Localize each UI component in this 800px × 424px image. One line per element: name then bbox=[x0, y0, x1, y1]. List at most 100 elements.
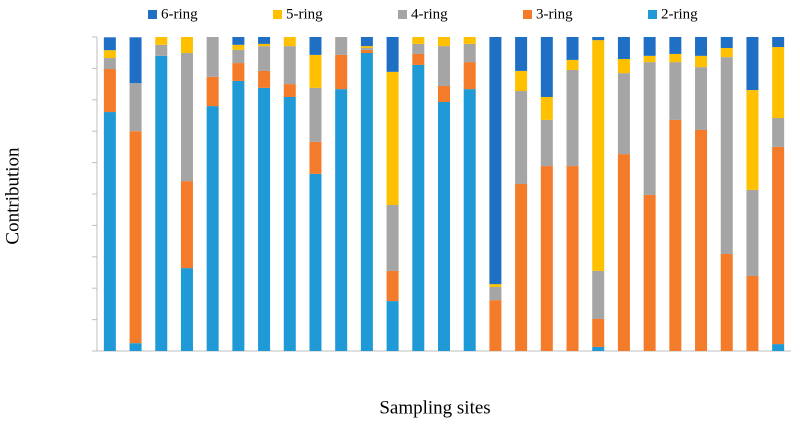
bar-segment bbox=[129, 83, 142, 132]
bar-segment bbox=[463, 43, 476, 63]
legend-swatch bbox=[148, 10, 157, 19]
bar-segment bbox=[258, 43, 271, 47]
x-axis-title: Sampling sites bbox=[379, 397, 490, 418]
legend-swatch bbox=[273, 10, 282, 19]
bar-segment bbox=[772, 146, 785, 345]
bar-segment bbox=[489, 286, 502, 301]
bar-segment bbox=[412, 53, 425, 65]
bar-segment bbox=[566, 69, 579, 167]
bar-segment bbox=[772, 47, 785, 119]
bar-segment bbox=[515, 183, 528, 351]
bar-segment bbox=[155, 44, 168, 56]
bar-segment bbox=[463, 37, 476, 44]
bar-segment bbox=[360, 49, 373, 54]
bar-segment bbox=[617, 58, 630, 74]
bar-segment bbox=[155, 55, 168, 352]
bar-segment bbox=[438, 46, 450, 86]
bar-segment bbox=[746, 189, 759, 276]
bar-segment bbox=[103, 58, 116, 70]
bar-segment bbox=[772, 344, 785, 351]
bar-segment bbox=[720, 57, 733, 254]
bar-segment bbox=[386, 71, 399, 205]
bar-segment bbox=[232, 37, 245, 45]
bar-segment bbox=[720, 47, 733, 58]
bar-segment bbox=[463, 62, 476, 90]
bar-segment bbox=[515, 91, 528, 184]
bar-segment bbox=[540, 37, 553, 97]
legend-swatch bbox=[648, 10, 657, 19]
bar-segment bbox=[438, 85, 450, 102]
bar-segment bbox=[335, 89, 348, 352]
bar-segment bbox=[695, 129, 708, 351]
bar-segment bbox=[232, 63, 245, 81]
bar-segment bbox=[129, 343, 142, 351]
bar-segment bbox=[669, 37, 682, 54]
bar-segment bbox=[592, 318, 605, 347]
bar-segment bbox=[129, 37, 142, 84]
bar-segment bbox=[643, 62, 656, 195]
bar-segment bbox=[566, 166, 579, 351]
bar-segment bbox=[386, 37, 399, 72]
bar-segment bbox=[489, 284, 502, 287]
bar-segment bbox=[258, 46, 271, 71]
legend-swatch bbox=[398, 10, 407, 19]
legend-label: 5-ring bbox=[286, 6, 323, 22]
bar-segment bbox=[412, 64, 425, 352]
bar-segment bbox=[180, 268, 193, 351]
bar-segment bbox=[592, 37, 605, 41]
bar-segment bbox=[617, 37, 630, 59]
y-axis-title: Contribution bbox=[2, 147, 23, 245]
bar-segment bbox=[515, 70, 528, 92]
bar-segment bbox=[283, 84, 296, 97]
bar-segment bbox=[772, 37, 785, 48]
bar-segment bbox=[540, 119, 553, 167]
bar-segment bbox=[180, 181, 193, 269]
bar-segment bbox=[386, 270, 399, 302]
bar-segment bbox=[669, 119, 682, 352]
bar-segment bbox=[489, 300, 502, 351]
bar-segment bbox=[695, 37, 708, 56]
bar-segment bbox=[180, 53, 193, 182]
bar-segment bbox=[566, 37, 579, 60]
bar-segment bbox=[232, 49, 245, 64]
bar-segment bbox=[669, 62, 682, 120]
bar-segment bbox=[412, 43, 425, 54]
legend-label: 3-ring bbox=[536, 6, 573, 22]
bar-segment bbox=[309, 54, 322, 88]
bar-segment bbox=[103, 112, 116, 352]
bar-segment bbox=[438, 37, 450, 47]
bar-segment bbox=[515, 37, 528, 71]
bar-segment bbox=[232, 44, 245, 50]
bar-segment bbox=[643, 55, 656, 63]
bar-segment bbox=[283, 96, 296, 351]
bar-segment bbox=[386, 301, 399, 351]
bar-segment bbox=[695, 67, 708, 130]
bar-segment bbox=[283, 37, 296, 47]
bar-segment bbox=[258, 37, 271, 44]
bar-segment bbox=[592, 346, 605, 351]
bar-segment bbox=[360, 37, 373, 47]
bar-segment bbox=[463, 89, 476, 352]
bar-segment bbox=[309, 87, 322, 142]
bar-segment bbox=[386, 204, 399, 271]
bar-segment bbox=[155, 37, 168, 45]
bar-segment bbox=[669, 53, 682, 63]
bar-segment bbox=[309, 141, 322, 174]
bar-segment bbox=[489, 37, 502, 285]
bar-segment bbox=[412, 37, 425, 44]
legend-label: 6-ring bbox=[161, 6, 198, 22]
bar-segment bbox=[206, 37, 219, 77]
bar-segment bbox=[746, 37, 759, 91]
bar-segment bbox=[360, 47, 373, 50]
bar-segment bbox=[180, 37, 193, 54]
bar-segment bbox=[206, 106, 219, 351]
legend-label: 4-ring bbox=[411, 6, 448, 22]
bar-segment bbox=[592, 270, 605, 319]
bar-segment bbox=[617, 154, 630, 351]
bar-segment bbox=[206, 76, 219, 107]
bar-segment bbox=[746, 275, 759, 351]
bar-segment bbox=[746, 90, 759, 190]
bar-segment bbox=[103, 37, 116, 51]
bar-segment bbox=[772, 118, 785, 147]
